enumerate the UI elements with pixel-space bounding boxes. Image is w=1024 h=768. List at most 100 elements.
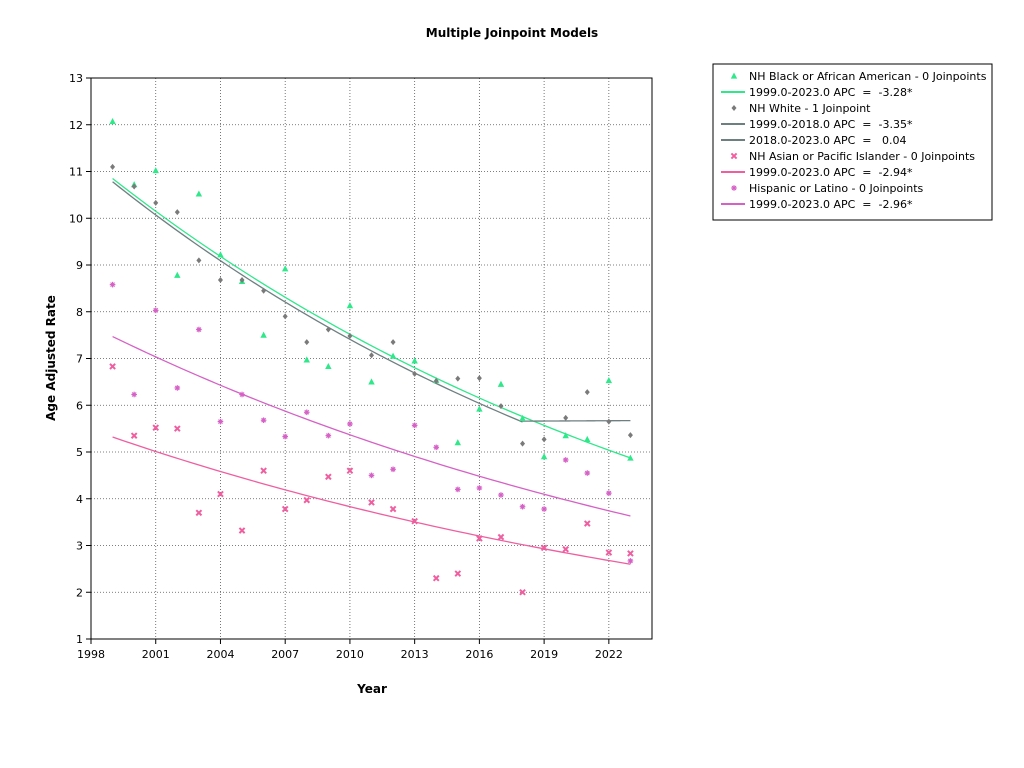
data-point	[498, 492, 504, 498]
data-point	[347, 333, 353, 340]
data-point	[368, 378, 375, 385]
y-tick-label: 9	[76, 259, 83, 272]
data-point	[195, 190, 203, 197]
fit-line	[112, 177, 631, 459]
data-point	[562, 432, 569, 439]
data-point	[627, 550, 634, 557]
data-point	[540, 453, 548, 460]
data-point	[260, 331, 267, 338]
legend-fit-label: 1999.0-2023.0 APC = -2.94*	[749, 166, 913, 179]
data-point	[520, 440, 526, 447]
legend-marker	[730, 152, 738, 160]
x-tick-label: 2001	[142, 648, 170, 661]
y-tick-label: 5	[76, 446, 83, 459]
data-point	[282, 313, 288, 320]
plot-area: 1998 2001 2004 2007 2010 2013 2016 2019 20221234…	[69, 72, 653, 661]
data-point	[239, 391, 245, 398]
data-point	[152, 424, 160, 431]
legend-label: NH Black or African American - 0 Joinpoi…	[749, 70, 987, 83]
fit-line	[112, 181, 523, 423]
legend-marker	[731, 185, 737, 191]
data-point	[368, 499, 375, 506]
data-point	[627, 432, 633, 439]
data-point	[519, 503, 526, 510]
data-point	[174, 425, 181, 432]
data-point	[153, 199, 159, 206]
data-point	[606, 490, 612, 496]
data-point	[583, 520, 591, 527]
data-point	[109, 117, 116, 125]
y-tick-label: 10	[69, 212, 83, 225]
data-point	[454, 439, 462, 446]
data-point	[605, 549, 613, 556]
y-tick-label: 2	[76, 586, 83, 599]
data-point	[563, 414, 569, 421]
data-point	[130, 432, 138, 439]
data-point	[131, 391, 137, 398]
legend-label: NH White - 1 Joinpoint	[749, 102, 871, 115]
x-tick-label: 2022	[595, 648, 623, 661]
data-point	[174, 385, 181, 391]
data-point	[498, 403, 504, 410]
data-point	[454, 570, 462, 577]
data-point	[217, 251, 224, 258]
legend-box	[712, 63, 993, 221]
fit-line	[112, 335, 631, 517]
data-point	[476, 535, 483, 542]
legend-fit-label: 1999.0-2023.0 APC = -2.96*	[749, 198, 913, 211]
legend-marker	[730, 72, 738, 79]
data-point	[390, 339, 396, 346]
y-tick-label: 12	[69, 119, 83, 132]
fit-line	[522, 419, 631, 422]
data-point	[239, 276, 245, 283]
data-point	[455, 375, 461, 382]
y-tick-label: 1	[76, 633, 83, 646]
data-point	[217, 490, 224, 498]
data-point	[325, 362, 332, 370]
x-tick-label: 2007	[271, 648, 299, 661]
data-point	[347, 421, 353, 427]
data-point	[303, 356, 310, 363]
data-point	[282, 433, 288, 440]
data-point	[369, 352, 374, 359]
y-tick-label: 11	[69, 166, 83, 179]
data-point	[174, 209, 180, 216]
legend-marker	[731, 105, 737, 111]
data-point	[584, 389, 590, 396]
data-point	[455, 486, 461, 493]
data-point	[541, 436, 547, 443]
y-axis-title: Age Adjusted Rate	[44, 295, 58, 421]
data-point	[432, 574, 440, 582]
data-point	[584, 435, 591, 442]
data-point	[541, 506, 547, 512]
x-tick-label: 2016	[465, 648, 493, 661]
x-tick-label: 2004	[206, 648, 234, 661]
y-tick-label: 4	[76, 493, 83, 506]
data-point	[152, 167, 159, 174]
data-point	[497, 380, 505, 387]
data-point	[281, 505, 289, 513]
data-point	[195, 509, 203, 517]
data-point	[476, 405, 483, 412]
data-point	[238, 527, 246, 534]
data-point	[411, 357, 418, 364]
data-point	[627, 558, 634, 564]
y-tick-label: 3	[76, 540, 83, 553]
data-point	[562, 545, 569, 553]
legend-fit-label: 1999.0-2018.0 APC = -3.35*	[749, 118, 913, 131]
data-point	[196, 257, 202, 264]
data-point	[109, 281, 116, 288]
data-point	[196, 326, 202, 333]
data-point	[411, 517, 418, 525]
data-point	[325, 326, 331, 333]
data-point	[390, 466, 396, 473]
data-point	[131, 183, 137, 190]
data-point	[497, 533, 505, 541]
data-point	[606, 418, 612, 425]
y-tick-label: 8	[76, 306, 83, 319]
data-point	[110, 163, 116, 170]
data-point	[217, 418, 224, 425]
data-point	[433, 377, 439, 384]
data-point	[260, 467, 267, 475]
